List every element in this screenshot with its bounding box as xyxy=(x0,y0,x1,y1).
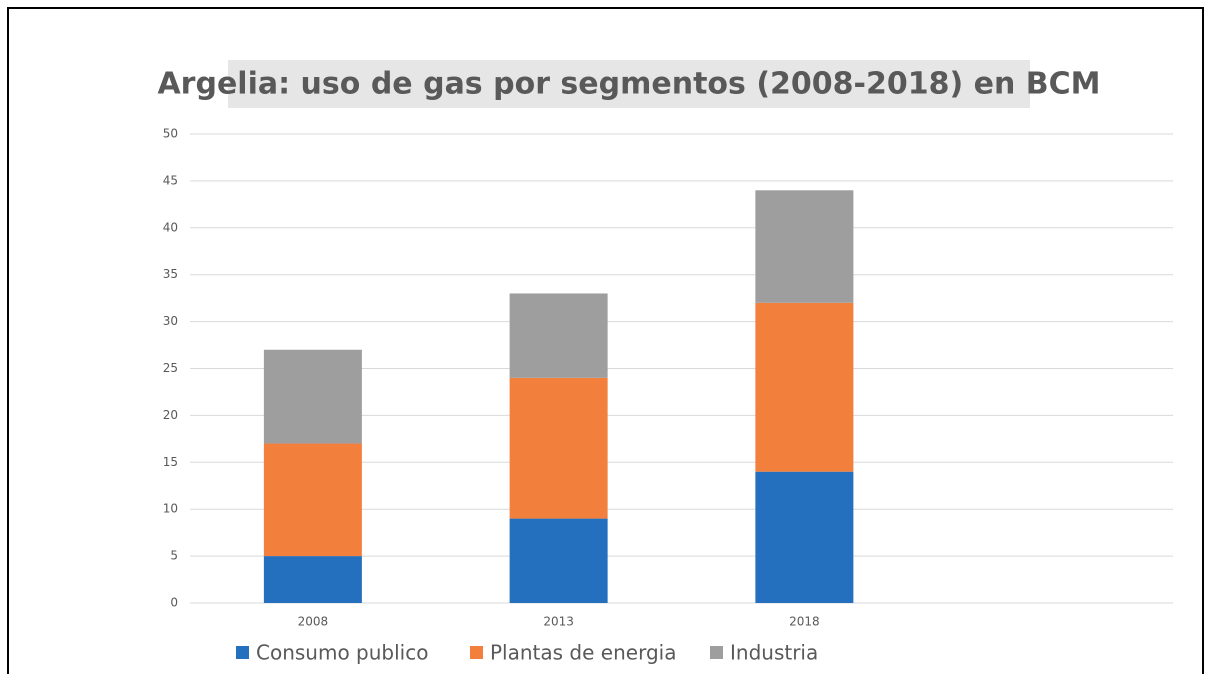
y-tick-label: 20 xyxy=(163,408,178,422)
y-tick-label: 35 xyxy=(163,267,178,281)
bar-segment xyxy=(509,377,608,519)
y-tick-label: 45 xyxy=(163,173,178,187)
bar-segment xyxy=(263,349,362,444)
y-tick-label: 10 xyxy=(163,502,178,516)
bar-segment xyxy=(263,556,362,603)
chart-title: Argelia: uso de gas por segmentos (2008-… xyxy=(157,67,1100,102)
y-tick-label: 0 xyxy=(170,596,178,610)
bar-segment xyxy=(755,190,854,303)
legend-label: Plantas de energia xyxy=(490,641,676,665)
legend-swatch xyxy=(236,646,249,659)
bar-segment xyxy=(509,293,608,378)
x-tick-label: 2008 xyxy=(298,615,329,629)
frame xyxy=(7,7,1204,674)
y-tick-label: 15 xyxy=(163,455,178,469)
y-tick-label: 30 xyxy=(163,314,178,328)
legend-swatch xyxy=(710,646,723,659)
x-tick-label: 2018 xyxy=(789,615,820,629)
legend-label: Consumo publico xyxy=(256,641,428,665)
bar-segment xyxy=(263,443,362,557)
y-tick-label: 5 xyxy=(170,549,178,563)
y-tick-label: 50 xyxy=(163,127,178,141)
bar-segment xyxy=(509,518,608,603)
x-tick-label: 2013 xyxy=(543,615,574,629)
bar-segment xyxy=(755,471,854,603)
bar-segment xyxy=(755,302,854,472)
y-tick-label: 40 xyxy=(163,220,178,234)
y-tick-label: 25 xyxy=(163,361,178,375)
title-box xyxy=(228,60,1030,108)
legend-label: Industria xyxy=(730,641,818,665)
legend-swatch xyxy=(470,646,483,659)
